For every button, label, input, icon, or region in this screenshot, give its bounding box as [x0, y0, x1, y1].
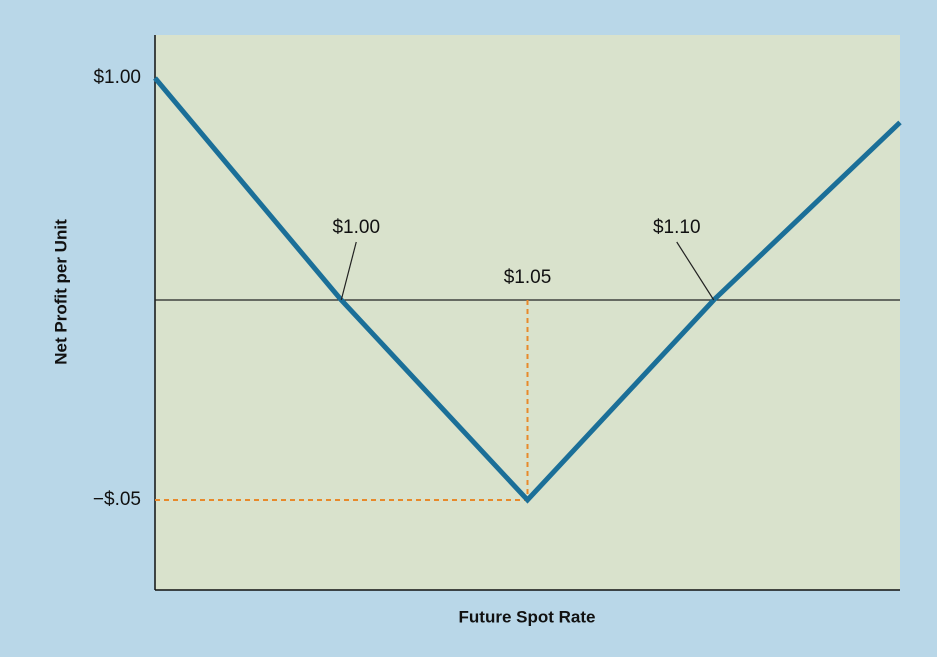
series-line: [153, 76, 902, 504]
x-axis-title: Future Spot Rate: [459, 607, 596, 626]
y-tick-label: $1.00: [93, 67, 141, 88]
annotation: $1.10: [653, 217, 701, 238]
annotation-leader: [676, 241, 715, 301]
y-tick-label: −$.05: [93, 489, 141, 510]
annotation-leader: [340, 241, 357, 301]
annotation: $1.00: [332, 217, 380, 238]
annotation: $1.05: [504, 267, 552, 288]
y-axis-title: Net Profit per Unit: [51, 219, 70, 365]
